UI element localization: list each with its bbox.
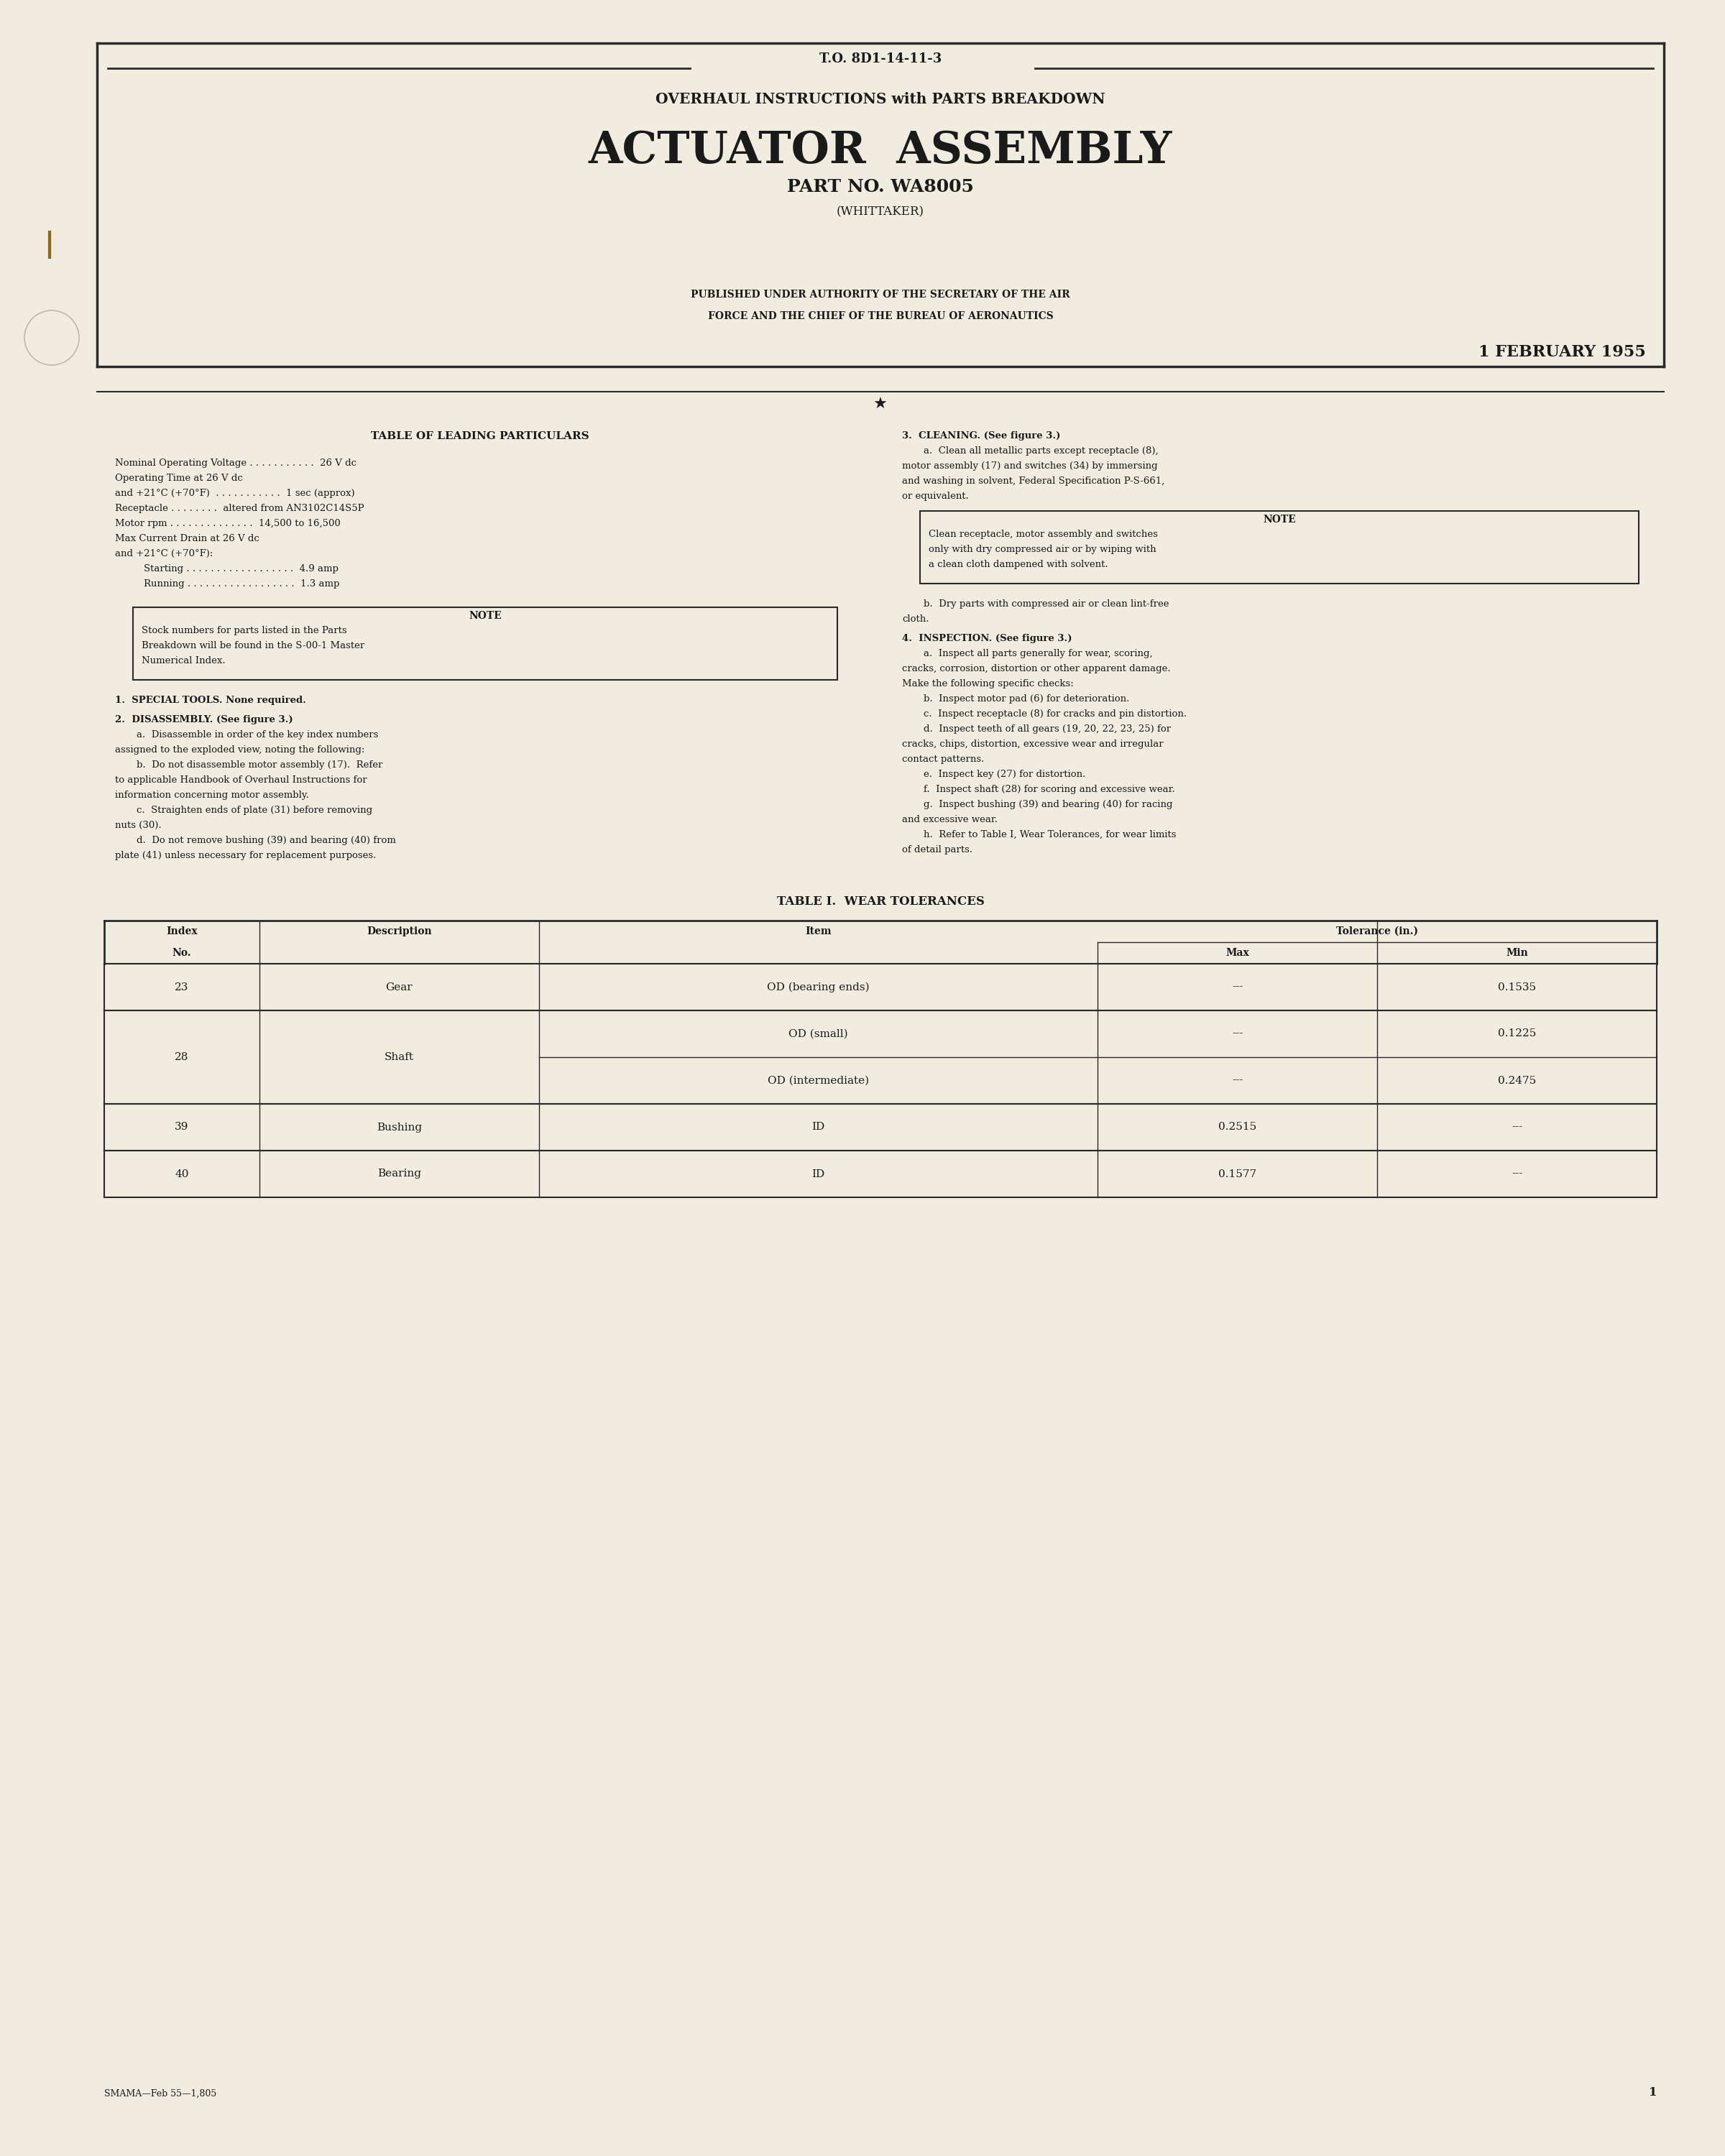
Text: a clean cloth dampened with solvent.: a clean cloth dampened with solvent. [928,561,1107,569]
Text: and +21°C (+70°F):: and +21°C (+70°F): [116,550,212,558]
Text: Bushing: Bushing [376,1121,423,1132]
Text: cloth.: cloth. [902,614,930,623]
Text: plate (41) unless necessary for replacement purposes.: plate (41) unless necessary for replacem… [116,852,376,860]
Text: 3.  CLEANING. (See figure 3.): 3. CLEANING. (See figure 3.) [902,431,1061,440]
Text: 4.  INSPECTION. (See figure 3.): 4. INSPECTION. (See figure 3.) [902,634,1071,642]
Text: 0.1535: 0.1535 [1497,983,1535,992]
Text: h.  Refer to Table I, Wear Tolerances, for wear limits: h. Refer to Table I, Wear Tolerances, fo… [923,830,1176,839]
Text: ---: --- [1511,1169,1523,1179]
Text: 39: 39 [174,1121,188,1132]
Text: 0.2515: 0.2515 [1218,1121,1258,1132]
Text: T.O. 8D1-14-11-3: T.O. 8D1-14-11-3 [819,52,942,65]
Text: PART NO. WA8005: PART NO. WA8005 [787,179,975,196]
Text: contact patterns.: contact patterns. [902,755,985,763]
Text: OD (small): OD (small) [788,1028,849,1039]
Text: ID: ID [812,1169,825,1179]
Text: nuts (30).: nuts (30). [116,821,162,830]
Text: only with dry compressed air or by wiping with: only with dry compressed air or by wipin… [928,545,1156,554]
Text: 1.  SPECIAL TOOLS. None required.: 1. SPECIAL TOOLS. None required. [116,696,305,705]
Text: |: | [43,231,53,259]
Text: ID: ID [812,1121,825,1132]
Text: Receptacle . . . . . . . .  altered from AN3102C14S5P: Receptacle . . . . . . . . altered from … [116,505,364,513]
Text: TABLE I.  WEAR TOLERANCES: TABLE I. WEAR TOLERANCES [776,895,985,908]
Text: a.  Clean all metallic parts except receptacle (8),: a. Clean all metallic parts except recep… [923,446,1159,455]
Text: b.  Dry parts with compressed air or clean lint-free: b. Dry parts with compressed air or clea… [923,599,1170,608]
Text: c.  Inspect receptacle (8) for cracks and pin distortion.: c. Inspect receptacle (8) for cracks and… [923,709,1187,718]
Text: Make the following specific checks:: Make the following specific checks: [902,679,1073,688]
Text: Clean receptacle, motor assembly and switches: Clean receptacle, motor assembly and swi… [928,530,1157,539]
Text: 40: 40 [174,1169,188,1179]
Text: TABLE OF LEADING PARTICULARS: TABLE OF LEADING PARTICULARS [371,431,588,442]
Text: e.  Inspect key (27) for distortion.: e. Inspect key (27) for distortion. [923,770,1085,778]
Text: and washing in solvent, Federal Specification P-S-661,: and washing in solvent, Federal Specific… [902,476,1164,485]
Text: f.  Inspect shaft (28) for scoring and excessive wear.: f. Inspect shaft (28) for scoring and ex… [923,785,1175,793]
Text: Item: Item [806,927,831,936]
Text: ---: --- [1232,1076,1244,1087]
Text: ★: ★ [873,397,888,412]
Text: cracks, corrosion, distortion or other apparent damage.: cracks, corrosion, distortion or other a… [902,664,1171,673]
Text: to applicable Handbook of Overhaul Instructions for: to applicable Handbook of Overhaul Instr… [116,776,367,785]
Text: Max: Max [1226,949,1249,957]
Text: and excessive wear.: and excessive wear. [902,815,997,824]
Text: (WHITTAKER): (WHITTAKER) [837,207,925,218]
Text: Index: Index [166,927,198,936]
Text: ---: --- [1232,1028,1244,1039]
Text: ACTUATOR  ASSEMBLY: ACTUATOR ASSEMBLY [588,129,1173,172]
Text: Breakdown will be found in the S-00-1 Master: Breakdown will be found in the S-00-1 Ma… [141,640,364,651]
Text: 0.1577: 0.1577 [1218,1169,1256,1179]
Text: 0.1225: 0.1225 [1497,1028,1537,1039]
Text: 2.  DISASSEMBLY. (See figure 3.): 2. DISASSEMBLY. (See figure 3.) [116,716,293,724]
Text: 28: 28 [174,1052,188,1063]
Text: OD (bearing ends): OD (bearing ends) [768,981,869,992]
Text: ---: --- [1232,983,1244,992]
Text: Bearing: Bearing [378,1169,421,1179]
Text: NOTE: NOTE [1263,515,1295,524]
Text: Min: Min [1506,949,1528,957]
Text: Starting . . . . . . . . . . . . . . . . . .  4.9 amp: Starting . . . . . . . . . . . . . . . .… [143,565,338,573]
Text: NOTE: NOTE [469,610,502,621]
Text: Max Current Drain at 26 V dc: Max Current Drain at 26 V dc [116,535,259,543]
Text: information concerning motor assembly.: information concerning motor assembly. [116,791,309,800]
Text: 23: 23 [174,983,188,992]
Text: Running . . . . . . . . . . . . . . . . . .  1.3 amp: Running . . . . . . . . . . . . . . . . … [143,580,340,589]
Text: PUBLISHED UNDER AUTHORITY OF THE SECRETARY OF THE AIR: PUBLISHED UNDER AUTHORITY OF THE SECRETA… [690,289,1070,300]
Text: a.  Inspect all parts generally for wear, scoring,: a. Inspect all parts generally for wear,… [923,649,1152,658]
Text: Tolerance (in.): Tolerance (in.) [1337,927,1418,936]
Text: Shaft: Shaft [385,1052,414,1063]
Text: Nominal Operating Voltage . . . . . . . . . . .  26 V dc: Nominal Operating Voltage . . . . . . . … [116,459,357,468]
Text: and +21°C (+70°F)  . . . . . . . . . . .  1 sec (approx): and +21°C (+70°F) . . . . . . . . . . . … [116,489,355,498]
Text: or equivalent.: or equivalent. [902,492,969,500]
Text: Numerical Index.: Numerical Index. [141,655,226,666]
Text: 1: 1 [1649,2087,1656,2098]
Text: ---: --- [1511,1121,1523,1132]
Text: FORCE AND THE CHIEF OF THE BUREAU OF AERONAUTICS: FORCE AND THE CHIEF OF THE BUREAU OF AER… [707,310,1054,321]
Text: SMAMA—Feb 55—1,805: SMAMA—Feb 55—1,805 [104,2089,217,2098]
Text: d.  Inspect teeth of all gears (19, 20, 22, 23, 25) for: d. Inspect teeth of all gears (19, 20, 2… [923,724,1171,733]
Text: 1 FEBRUARY 1955: 1 FEBRUARY 1955 [1478,345,1646,360]
Text: d.  Do not remove bushing (39) and bearing (40) from: d. Do not remove bushing (39) and bearin… [136,837,397,845]
Text: OD (intermediate): OD (intermediate) [768,1076,869,1087]
Text: c.  Straighten ends of plate (31) before removing: c. Straighten ends of plate (31) before … [136,806,373,815]
Text: g.  Inspect bushing (39) and bearing (40) for racing: g. Inspect bushing (39) and bearing (40)… [923,800,1173,808]
Text: Description: Description [367,927,431,936]
Text: cracks, chips, distortion, excessive wear and irregular: cracks, chips, distortion, excessive wea… [902,740,1163,748]
Text: No.: No. [172,949,191,957]
Text: OVERHAUL INSTRUCTIONS with PARTS BREAKDOWN: OVERHAUL INSTRUCTIONS with PARTS BREAKDO… [656,93,1106,106]
Text: b.  Inspect motor pad (6) for deterioration.: b. Inspect motor pad (6) for deteriorati… [923,694,1130,703]
Text: a.  Disassemble in order of the key index numbers: a. Disassemble in order of the key index… [136,731,378,740]
Text: of detail parts.: of detail parts. [902,845,973,854]
Text: Gear: Gear [386,983,412,992]
Text: 0.2475: 0.2475 [1497,1076,1537,1087]
Text: motor assembly (17) and switches (34) by immersing: motor assembly (17) and switches (34) by… [902,461,1157,470]
Text: Stock numbers for parts listed in the Parts: Stock numbers for parts listed in the Pa… [141,625,347,636]
Text: b.  Do not disassemble motor assembly (17).  Refer: b. Do not disassemble motor assembly (17… [136,761,383,770]
Text: assigned to the exploded view, noting the following:: assigned to the exploded view, noting th… [116,746,364,755]
Text: Motor rpm . . . . . . . . . . . . . .  14,500 to 16,500: Motor rpm . . . . . . . . . . . . . . 14… [116,520,340,528]
Text: Operating Time at 26 V dc: Operating Time at 26 V dc [116,474,243,483]
